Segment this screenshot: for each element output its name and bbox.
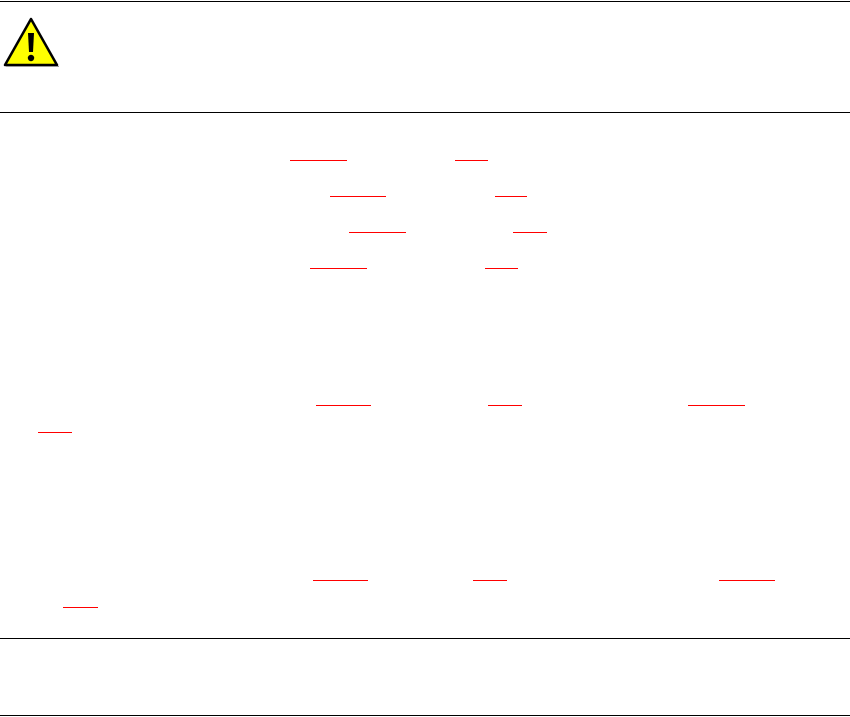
link-3a[interactable] <box>349 220 406 233</box>
link-5b[interactable] <box>488 393 522 406</box>
link-6b[interactable] <box>473 568 507 581</box>
link-3b[interactable] <box>513 220 547 233</box>
notice-divider <box>0 112 850 113</box>
link-1a[interactable] <box>290 148 347 161</box>
link-4b[interactable] <box>485 256 518 269</box>
link-2b[interactable] <box>495 184 527 197</box>
link-4a[interactable] <box>310 256 367 269</box>
link-6a[interactable] <box>313 568 368 581</box>
link-6d[interactable] <box>63 595 98 608</box>
link-6c[interactable] <box>719 568 775 581</box>
link-1b[interactable] <box>455 148 488 161</box>
link-5d[interactable] <box>38 420 72 433</box>
link-5c[interactable] <box>688 393 745 406</box>
footer-divider-top <box>0 638 850 639</box>
footer-divider-bottom <box>0 715 850 716</box>
link-2a[interactable] <box>330 184 386 197</box>
warning-triangle-icon <box>3 17 59 67</box>
top-divider <box>0 1 850 2</box>
link-5a[interactable] <box>316 393 371 406</box>
